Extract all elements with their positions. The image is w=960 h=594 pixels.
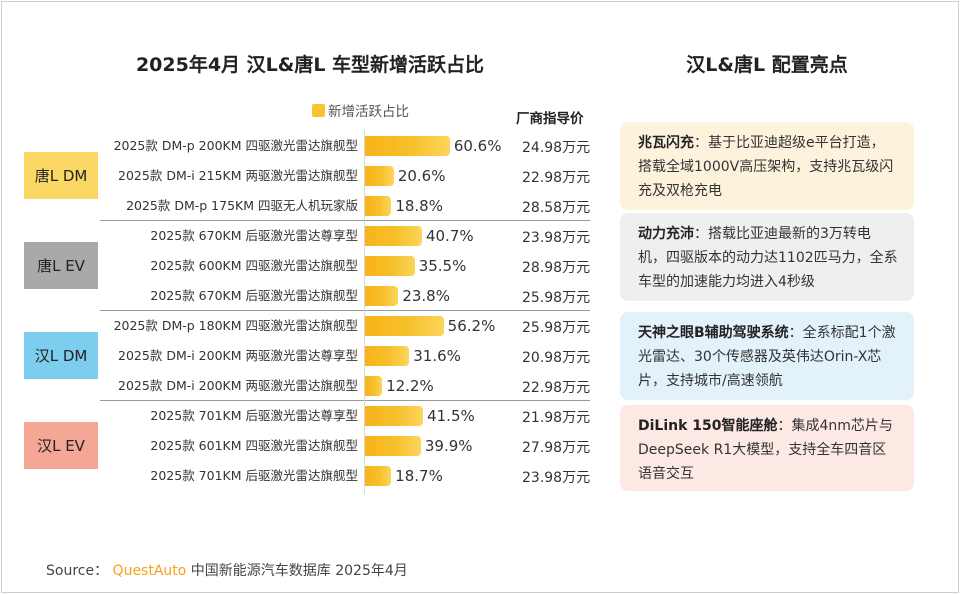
- row-label: 2025款 701KM 后驱激光雷达尊享型: [150, 408, 358, 423]
- group-label: 汉L DM: [24, 332, 98, 379]
- price-value: 22.98万元: [522, 170, 591, 186]
- legend: 新增活跃占比: [312, 100, 409, 120]
- highlight-separator: ：: [788, 325, 803, 341]
- highlight-separator: ：: [694, 226, 708, 242]
- chart-axis: [364, 130, 365, 494]
- price-value: 28.58万元: [522, 200, 591, 216]
- highlight-separator: ：: [694, 135, 708, 151]
- bar: [365, 256, 415, 276]
- price-value: 25.98万元: [522, 290, 591, 306]
- row-label: 2025款 DM-i 215KM 两驱激光雷达旗舰型: [118, 168, 358, 183]
- group-label: 唐L EV: [24, 242, 98, 289]
- group-separator: [100, 220, 590, 221]
- bar-value-label: 20.6%: [397, 167, 446, 185]
- source-line: Source： QuestAuto 中国新能源汽车数据库 2025年4月: [46, 560, 408, 580]
- bar-value-label: 18.7%: [395, 467, 443, 485]
- bar-value-label: 35.5%: [418, 257, 467, 275]
- price-value: 23.98万元: [522, 470, 591, 486]
- price-value: 28.98万元: [522, 260, 591, 276]
- highlight-body: 全系标配1个激光雷达、30个传感器及英伟达Orin-X芯片，支持城市/高速领航: [638, 325, 896, 389]
- bar-value-label: 40.7%: [425, 227, 474, 245]
- legend-label: 新增活跃占比: [328, 104, 409, 120]
- legend-swatch: [312, 103, 325, 117]
- row-label: 2025款 DM-i 200KM 两驱激光雷达旗舰型: [118, 378, 358, 393]
- row-label: 2025款 670KM 后驱激光雷达尊享型: [150, 228, 358, 243]
- bar: [365, 346, 410, 366]
- highlight-separator: ：: [777, 418, 792, 434]
- highlight-heading: 兆瓦闪充: [638, 135, 694, 151]
- highlight-body: 集成4nm芯片与DeepSeek R1大模型，支持全车四音区语音交互: [638, 418, 893, 482]
- bar: [365, 316, 444, 336]
- highlight-card: 兆瓦闪充：基于比亚迪超级e平台打造，搭载全域1000V高压架构，支持兆瓦级闪充及…: [620, 122, 914, 210]
- bar-value-label: 41.5%: [427, 407, 475, 425]
- row-label: 2025款 601KM 四驱激光雷达旗舰型: [150, 438, 358, 453]
- price-value: 20.98万元: [522, 350, 591, 366]
- bar-value-label: 23.8%: [402, 287, 450, 305]
- bar: [365, 226, 422, 246]
- bar: [365, 406, 424, 426]
- highlight-card: DiLink 150智能座舱：集成4nm芯片与DeepSeek R1大模型，支持…: [620, 405, 914, 491]
- group-separator: [100, 400, 590, 401]
- bar-value-label: 18.8%: [395, 197, 443, 215]
- price-value: 21.98万元: [522, 410, 591, 426]
- group-separator: [100, 310, 590, 311]
- bar: [365, 436, 421, 456]
- highlight-body: 搭载比亚迪最新的3万转电机，四驱版本的动力达1102匹马力，全系车型的加速能力均…: [638, 226, 898, 290]
- bar: [365, 196, 392, 216]
- highlight-heading: DiLink 150智能座舱: [638, 418, 778, 434]
- bar-value-label: 31.6%: [413, 347, 461, 365]
- chart-title: 2025年4月 汉L&唐L 车型新增活跃占比: [135, 54, 485, 76]
- highlight-body: 基于比亚迪超级e平台打造，搭载全域1000V高压架构，支持兆瓦级闪充及双枪充电: [638, 135, 894, 199]
- source-prefix: Source：: [46, 563, 109, 579]
- bar: [365, 466, 392, 486]
- highlight-heading: 天神之眼B辅助驾驶系统: [638, 325, 789, 341]
- bar: [365, 376, 383, 396]
- row-label: 2025款 701KM 后驱激光雷达旗舰型: [150, 468, 358, 483]
- bar-value-label: 39.9%: [424, 437, 473, 455]
- row-label: 2025款 600KM 四驱激光雷达旗舰型: [150, 258, 358, 273]
- highlight-card: 天神之眼B辅助驾驶系统：全系标配1个激光雷达、30个传感器及英伟达Orin-X芯…: [620, 312, 914, 400]
- price-header: 厂商指导价: [516, 111, 584, 127]
- group-label: 唐L DM: [24, 152, 98, 199]
- highlight-heading: 动力充沛: [638, 226, 694, 242]
- group-label: 汉L EV: [24, 422, 98, 469]
- price-value: 27.98万元: [522, 440, 591, 456]
- row-label: 2025款 DM-p 180KM 四驱激光雷达旗舰型: [113, 318, 358, 333]
- source-brand: QuestAuto: [112, 563, 187, 579]
- row-label: 2025款 670KM 后驱激光雷达旗舰型: [150, 288, 358, 303]
- price-value: 25.98万元: [522, 320, 591, 336]
- highlight-card: 动力充沛：搭载比亚迪最新的3万转电机，四驱版本的动力达1102匹马力，全系车型的…: [620, 213, 914, 301]
- row-label: 2025款 DM-p 200KM 四驱激光雷达旗舰型: [113, 138, 358, 153]
- price-value: 22.98万元: [522, 380, 591, 396]
- row-label: 2025款 DM-i 200KM 两驱激光雷达尊享型: [118, 348, 358, 363]
- highlights-title: 汉L&唐L 配置亮点: [686, 54, 848, 76]
- row-label: 2025款 DM-p 175KM 四驱无人机玩家版: [126, 198, 358, 213]
- bar-value-label: 12.2%: [386, 377, 434, 395]
- bar: [365, 166, 394, 186]
- price-value: 23.98万元: [522, 230, 591, 246]
- bar-value-label: 60.6%: [453, 137, 502, 155]
- bar: [365, 286, 399, 306]
- bar: [365, 136, 450, 156]
- price-value: 24.98万元: [522, 140, 591, 156]
- bar-value-label: 56.2%: [447, 317, 496, 335]
- source-text: 中国新能源汽车数据库 2025年4月: [190, 563, 408, 579]
